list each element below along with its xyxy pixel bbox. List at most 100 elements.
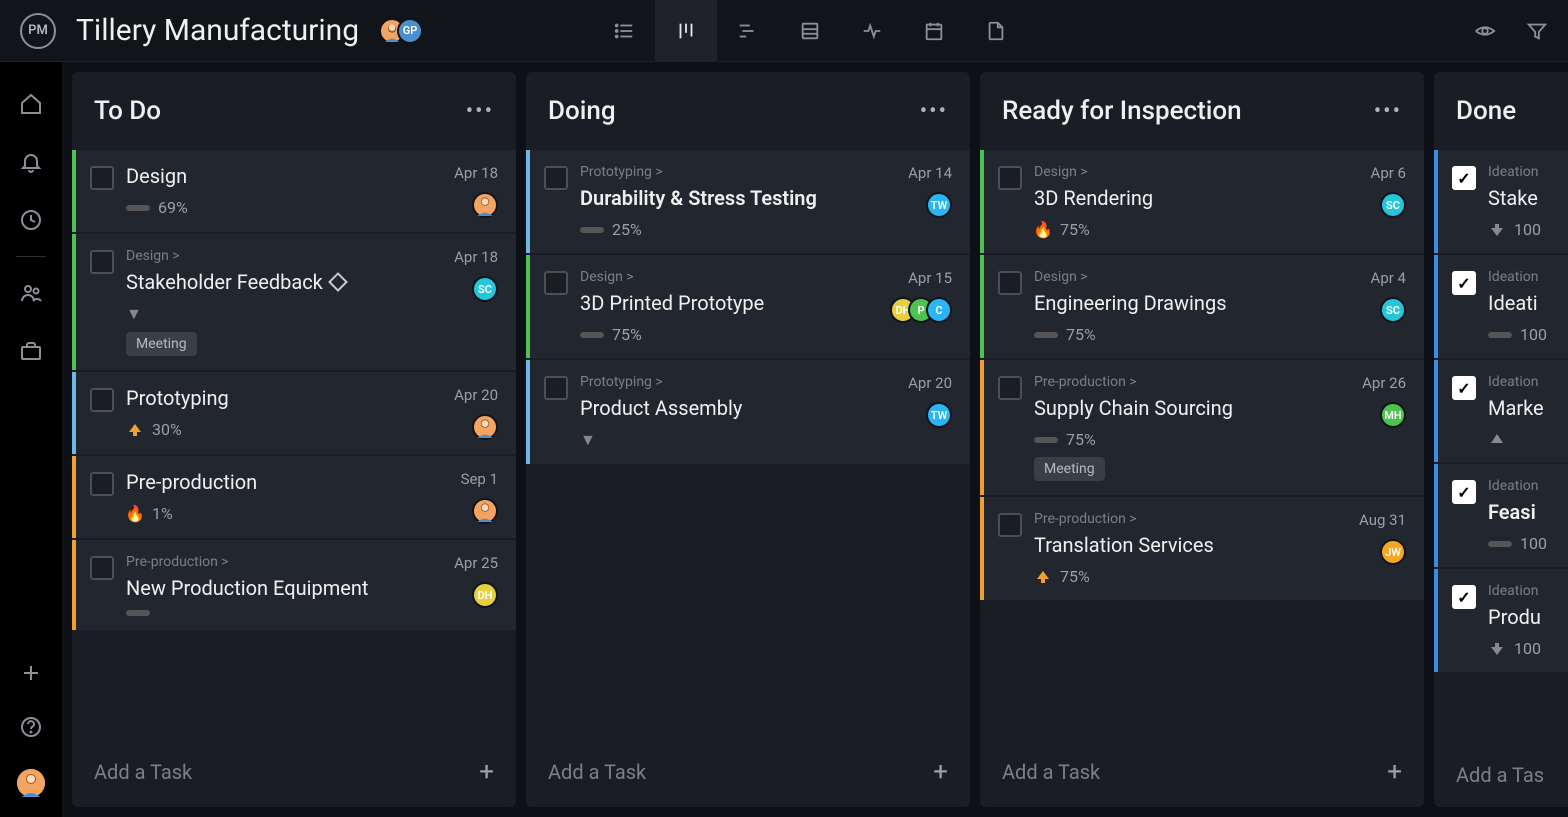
task-card[interactable]: Design > 3D Rendering 🔥75% Apr 6 SC: [980, 150, 1424, 253]
avatar[interactable]: SC: [1380, 192, 1406, 218]
filter-icon[interactable]: [1526, 20, 1548, 42]
priority-down-icon: [1488, 640, 1506, 658]
task-card[interactable]: Design > Engineering Drawings 75% Apr 4 …: [980, 255, 1424, 358]
task-checkbox[interactable]: [998, 376, 1022, 400]
portfolio-icon[interactable]: [19, 339, 43, 363]
task-title: Feasi: [1488, 500, 1568, 524]
task-avatars[interactable]: JW: [1380, 539, 1406, 565]
column-menu-icon[interactable]: •••: [920, 99, 948, 124]
column-title: Done: [1456, 96, 1516, 126]
task-checkbox[interactable]: [998, 513, 1022, 537]
task-card[interactable]: Ideation Marke: [1434, 360, 1568, 462]
task-avatars[interactable]: TW: [926, 402, 952, 428]
task-card[interactable]: Ideation Ideati 100: [1434, 255, 1568, 358]
task-avatars[interactable]: CPDH: [890, 297, 952, 323]
project-title[interactable]: Tillery Manufacturing: [76, 13, 359, 48]
avatar[interactable]: [472, 192, 498, 218]
task-avatars[interactable]: SC: [1380, 192, 1406, 218]
task-checkbox[interactable]: [90, 166, 114, 190]
column-menu-icon[interactable]: •••: [1374, 99, 1402, 124]
task-checkbox[interactable]: [544, 271, 568, 295]
task-card[interactable]: Design 69% Apr 18: [72, 150, 516, 232]
home-icon[interactable]: [19, 92, 43, 116]
task-checkbox[interactable]: [544, 166, 568, 190]
task-card[interactable]: Pre-production > Supply Chain Sourcing 7…: [980, 360, 1424, 495]
task-checkbox[interactable]: [90, 388, 114, 412]
app-logo[interactable]: PM: [20, 13, 56, 49]
avatar[interactable]: C: [926, 297, 952, 323]
view-tab-sheet[interactable]: [779, 0, 841, 62]
task-card[interactable]: Pre-production 🔥1% Sep 1: [72, 456, 516, 538]
view-tab-calendar[interactable]: [903, 0, 965, 62]
help-icon[interactable]: [19, 715, 43, 739]
priority-up-icon: [1034, 568, 1052, 586]
view-tab-files[interactable]: [965, 0, 1027, 62]
task-checkbox[interactable]: [1452, 480, 1476, 504]
task-checkbox[interactable]: [998, 166, 1022, 190]
avatar[interactable]: [472, 414, 498, 440]
task-progress: 69%: [158, 198, 188, 217]
task-avatars[interactable]: [472, 414, 498, 440]
task-card[interactable]: Prototyping > Durability & Stress Testin…: [526, 150, 970, 253]
task-checkbox[interactable]: [544, 376, 568, 400]
avatar[interactable]: MH: [1380, 402, 1406, 428]
add-task-button[interactable]: Add a Task +: [526, 737, 970, 807]
task-tag[interactable]: Meeting: [1034, 457, 1105, 481]
avatar[interactable]: DH: [472, 582, 498, 608]
avatar[interactable]: [472, 498, 498, 524]
task-checkbox[interactable]: [1452, 585, 1476, 609]
task-parent-label: Ideation: [1488, 269, 1568, 285]
task-avatars[interactable]: TW: [926, 192, 952, 218]
view-tab-gantt[interactable]: [717, 0, 779, 62]
notifications-icon[interactable]: [19, 150, 43, 174]
view-tab-list[interactable]: [593, 0, 655, 62]
column-menu-icon[interactable]: •••: [466, 99, 494, 124]
task-meta: 30%: [126, 420, 442, 439]
task-checkbox[interactable]: [1452, 271, 1476, 295]
add-task-button[interactable]: Add a Task +: [72, 737, 516, 807]
task-card[interactable]: Prototyping 30% Apr 20: [72, 372, 516, 454]
task-avatars[interactable]: DH: [472, 582, 498, 608]
task-checkbox[interactable]: [1452, 376, 1476, 400]
add-icon[interactable]: [19, 661, 43, 685]
task-card[interactable]: Ideation Produ 100: [1434, 569, 1568, 672]
task-avatars[interactable]: MH: [1380, 402, 1406, 428]
project-avatar-group[interactable]: GP: [379, 18, 423, 44]
task-checkbox[interactable]: [90, 556, 114, 580]
view-tab-board[interactable]: [655, 0, 717, 62]
visibility-icon[interactable]: [1474, 20, 1496, 42]
chevron-down-icon[interactable]: ▼: [580, 430, 896, 450]
column-header: Ready for Inspection •••: [980, 72, 1424, 150]
chevron-down-icon[interactable]: ▼: [126, 304, 442, 324]
add-task-button[interactable]: Add a Tas: [1434, 743, 1568, 807]
task-card[interactable]: Design > Stakeholder Feedback ▼ Meeting …: [72, 234, 516, 370]
team-icon[interactable]: [19, 281, 43, 305]
task-checkbox[interactable]: [1452, 166, 1476, 190]
task-card[interactable]: Pre-production > Translation Services 75…: [980, 497, 1424, 600]
task-title: Stake: [1488, 186, 1568, 210]
task-tag[interactable]: Meeting: [126, 332, 197, 356]
task-card[interactable]: Ideation Stake 100: [1434, 150, 1568, 253]
task-avatars[interactable]: SC: [1380, 297, 1406, 323]
recent-icon[interactable]: [19, 208, 43, 232]
avatar[interactable]: TW: [926, 402, 952, 428]
task-card[interactable]: Pre-production > New Production Equipmen…: [72, 540, 516, 630]
avatar[interactable]: SC: [472, 276, 498, 302]
task-avatars[interactable]: [472, 192, 498, 218]
user-avatar[interactable]: [17, 769, 45, 797]
task-checkbox[interactable]: [998, 271, 1022, 295]
task-checkbox[interactable]: [90, 472, 114, 496]
avatar[interactable]: SC: [1380, 297, 1406, 323]
view-tab-activity[interactable]: [841, 0, 903, 62]
task-checkbox[interactable]: [90, 250, 114, 274]
task-avatars[interactable]: SC: [472, 276, 498, 302]
avatar[interactable]: JW: [1380, 539, 1406, 565]
task-avatars[interactable]: [472, 498, 498, 524]
task-card[interactable]: Design > 3D Printed Prototype 75% Apr 15…: [526, 255, 970, 358]
task-card[interactable]: Ideation Feasi 100: [1434, 464, 1568, 567]
avatar[interactable]: GP: [397, 18, 423, 44]
add-task-button[interactable]: Add a Task +: [980, 737, 1424, 807]
task-card[interactable]: Prototyping > Product Assembly ▼ Apr 20 …: [526, 360, 970, 464]
task-date: Apr 26: [1362, 374, 1406, 392]
avatar[interactable]: TW: [926, 192, 952, 218]
